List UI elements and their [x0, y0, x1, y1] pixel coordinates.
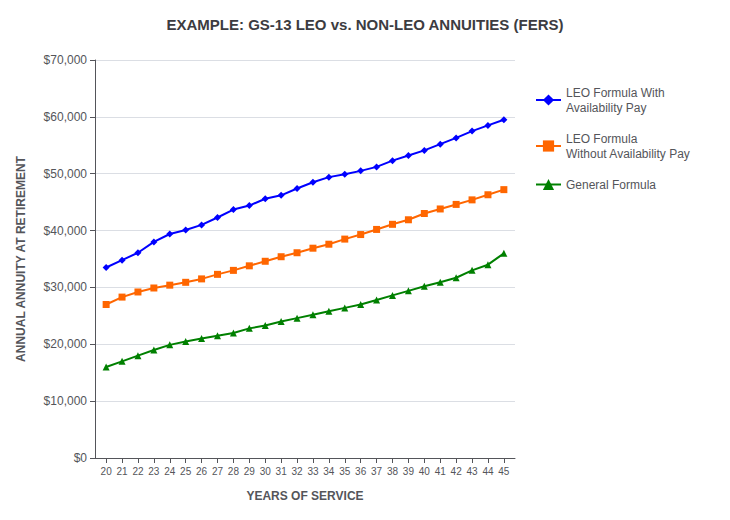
svg-text:Without Availability Pay: Without Availability Pay [566, 147, 690, 161]
svg-text:YEARS OF SERVICE: YEARS OF SERVICE [246, 489, 363, 503]
svg-text:27: 27 [212, 466, 224, 477]
svg-text:LEO Formula: LEO Formula [566, 132, 638, 146]
svg-text:25: 25 [180, 466, 192, 477]
svg-text:45: 45 [498, 466, 510, 477]
svg-text:20: 20 [101, 466, 113, 477]
svg-text:31: 31 [276, 466, 288, 477]
svg-text:40: 40 [419, 466, 431, 477]
svg-text:$20,000: $20,000 [44, 337, 88, 351]
svg-text:$60,000: $60,000 [44, 110, 88, 124]
svg-text:$0: $0 [74, 451, 88, 465]
svg-text:32: 32 [291, 466, 303, 477]
svg-text:24: 24 [164, 466, 176, 477]
svg-text:39: 39 [403, 466, 415, 477]
svg-text:29: 29 [244, 466, 256, 477]
svg-text:$70,000: $70,000 [44, 53, 88, 67]
svg-text:44: 44 [482, 466, 494, 477]
svg-text:36: 36 [355, 466, 367, 477]
svg-text:43: 43 [466, 466, 478, 477]
svg-text:ANNUAL ANNUITY AT RETIREMENT: ANNUAL ANNUITY AT RETIREMENT [14, 155, 28, 361]
svg-text:21: 21 [116, 466, 128, 477]
svg-text:$40,000: $40,000 [44, 224, 88, 238]
svg-text:General Formula: General Formula [566, 178, 656, 192]
svg-text:30: 30 [260, 466, 272, 477]
svg-text:LEO Formula With: LEO Formula With [566, 86, 665, 100]
svg-text:$30,000: $30,000 [44, 280, 88, 294]
svg-text:23: 23 [148, 466, 160, 477]
svg-text:28: 28 [228, 466, 240, 477]
svg-text:35: 35 [339, 466, 351, 477]
svg-text:33: 33 [307, 466, 319, 477]
svg-text:$10,000: $10,000 [44, 394, 88, 408]
svg-text:34: 34 [323, 466, 335, 477]
svg-text:37: 37 [371, 466, 383, 477]
svg-text:EXAMPLE: GS-13 LEO vs. NON-LEO: EXAMPLE: GS-13 LEO vs. NON-LEO ANNUITIES… [167, 16, 564, 33]
svg-text:Availability Pay: Availability Pay [566, 101, 646, 115]
svg-text:26: 26 [196, 466, 208, 477]
svg-text:22: 22 [132, 466, 144, 477]
svg-text:41: 41 [435, 466, 447, 477]
svg-text:38: 38 [387, 466, 399, 477]
svg-text:42: 42 [451, 466, 463, 477]
svg-text:$50,000: $50,000 [44, 167, 88, 181]
